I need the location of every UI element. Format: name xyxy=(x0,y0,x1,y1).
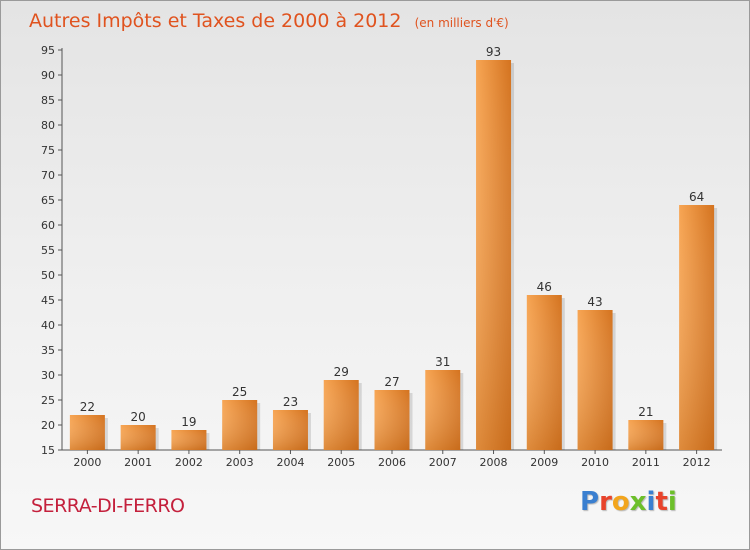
bar-shade xyxy=(69,415,105,450)
y-tick-label: 40 xyxy=(41,319,55,332)
x-tick-label: 2004 xyxy=(276,456,304,469)
bar-shade xyxy=(323,380,359,450)
bar-shade xyxy=(222,400,258,450)
value-label: 25 xyxy=(232,385,247,399)
bar-shade xyxy=(577,310,613,450)
chart-title-unit: (en milliers d'€) xyxy=(415,16,509,30)
value-label: 20 xyxy=(131,410,146,424)
x-tick-label: 2010 xyxy=(581,456,609,469)
bars xyxy=(69,60,718,450)
y-tick-label: 70 xyxy=(41,169,55,182)
bar-shade xyxy=(120,425,156,450)
x-tick-label: 2011 xyxy=(632,456,660,469)
value-label: 23 xyxy=(283,395,298,409)
x-tick-label: 2002 xyxy=(175,456,203,469)
x-tick-label: 2000 xyxy=(73,456,101,469)
x-tick-label: 2008 xyxy=(480,456,508,469)
y-tick-label: 55 xyxy=(41,244,55,257)
value-label: 19 xyxy=(181,415,196,429)
x-tick-label: 2001 xyxy=(124,456,152,469)
value-label: 29 xyxy=(334,365,349,379)
y-tick-label: 15 xyxy=(41,444,55,457)
x-tick-label: 2005 xyxy=(327,456,355,469)
logo-letter: t xyxy=(655,487,668,517)
x-tick-label: 2012 xyxy=(683,456,711,469)
value-label: 93 xyxy=(486,45,501,59)
value-label: 21 xyxy=(638,405,653,419)
value-label: 31 xyxy=(435,355,450,369)
value-label: 22 xyxy=(80,400,95,414)
value-label: 46 xyxy=(537,280,552,294)
value-label: 64 xyxy=(689,190,704,204)
logo-letter: o xyxy=(611,487,630,517)
commune-name: SERRA-DI-FERRO xyxy=(31,495,185,517)
logo-letter: i xyxy=(667,487,677,517)
value-label: 43 xyxy=(587,295,602,309)
x-tick-label: 2003 xyxy=(226,456,254,469)
y-tick-label: 50 xyxy=(41,269,55,282)
bar-shade xyxy=(628,420,664,450)
bar-shade xyxy=(374,390,410,450)
y-tick-label: 45 xyxy=(41,294,55,307)
proxiti-logo: Proxiti xyxy=(580,487,677,517)
bar-shade xyxy=(679,205,715,450)
bar-shade xyxy=(272,410,308,450)
logo-letter: x xyxy=(629,487,647,517)
chart-title-main: Autres Impôts et Taxes de 2000 à 2012 xyxy=(29,10,402,32)
bar-shade xyxy=(526,295,562,450)
y-tick-label: 20 xyxy=(41,419,55,432)
y-tick-label: 95 xyxy=(41,44,55,57)
chart-title: Autres Impôts et Taxes de 2000 à 2012 (e… xyxy=(29,10,509,32)
y-tick-label: 60 xyxy=(41,219,55,232)
bar-shade xyxy=(425,370,461,450)
y-tick-label: 30 xyxy=(41,369,55,382)
bar-shade xyxy=(171,430,207,450)
y-tick-label: 85 xyxy=(41,94,55,107)
value-label: 27 xyxy=(384,375,399,389)
y-tick-label: 80 xyxy=(41,119,55,132)
y-tick-label: 25 xyxy=(41,394,55,407)
x-tick-label: 2009 xyxy=(530,456,558,469)
x-tick-label: 2007 xyxy=(429,456,457,469)
logo-letter: P xyxy=(580,487,600,517)
value-labels: 22 20 19 25 23 29 27 31 93 46 43 21 64 xyxy=(80,45,705,429)
x-tick-label: 2006 xyxy=(378,456,406,469)
y-tick-label: 75 xyxy=(41,144,55,157)
y-tick-label: 65 xyxy=(41,194,55,207)
logo-letter: r xyxy=(599,487,612,517)
bar-shade xyxy=(476,60,512,450)
y-tick-label: 90 xyxy=(41,69,55,82)
logo-letter: i xyxy=(646,487,656,517)
y-tick-label: 35 xyxy=(41,344,55,357)
